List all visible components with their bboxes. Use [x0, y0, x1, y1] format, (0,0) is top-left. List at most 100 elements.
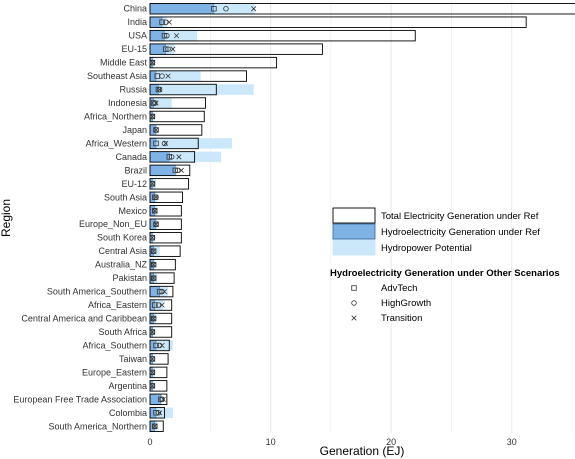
highgrowth-marker [159, 73, 165, 79]
transition-marker [151, 248, 157, 254]
transition-marker [153, 100, 159, 106]
highgrowth-marker [162, 19, 169, 25]
total-bar [149, 151, 196, 163]
x-tick-labels: 0 10 20 30 [147, 437, 516, 447]
potential-bar [150, 138, 232, 149]
y-tick-label: Europe_Non_EU [79, 219, 147, 229]
y-tick-label: Japan [122, 125, 147, 135]
total-bar [149, 420, 164, 432]
advtech-marker [153, 342, 159, 349]
highgrowth-marker [150, 248, 157, 254]
y-tick-labels: China India USA EU-15 Middle East Southeast A… [13, 4, 147, 432]
total-bar [149, 3, 575, 15]
highgrowth-marker [153, 194, 159, 200]
y-tick-label: South Africa [98, 327, 147, 337]
total-bar [149, 339, 170, 352]
advtech-marker [162, 46, 169, 52]
scenario-markers [149, 6, 257, 429]
legend-key-highgrowth [351, 300, 357, 306]
legend-other-scenarios-title: Hydroelectricity Generation under Other … [330, 268, 560, 279]
transition-marker [152, 423, 158, 429]
highgrowth-marker [150, 261, 157, 268]
transition-marker [153, 221, 159, 227]
potential-bar [150, 299, 164, 311]
legend-key-transition [351, 315, 357, 321]
y-tick-label: Pakistan [112, 273, 147, 283]
total-bar [149, 70, 247, 82]
advtech-marker [172, 167, 179, 174]
total-bar [149, 164, 191, 177]
transition-marker [149, 356, 155, 362]
y-tick-label: EU-15 [121, 44, 147, 54]
highgrowth-marker [152, 208, 158, 214]
transition-marker [151, 275, 157, 281]
highgrowth-marker [149, 369, 156, 376]
transition-marker [176, 154, 182, 160]
transition-marker [166, 19, 172, 25]
transition-marker [161, 288, 168, 295]
legend-label: Total Electricity Generation under Ref [381, 211, 539, 222]
y-tick-label: Brazil [124, 165, 147, 175]
hydro-bar [149, 407, 157, 419]
advtech-marker [161, 32, 168, 39]
total-bar [149, 191, 184, 203]
legend-key-potential [332, 239, 376, 256]
legend-label: Hydropower Potential [381, 243, 472, 254]
hydro-bar [149, 218, 157, 230]
transition-marker [149, 329, 155, 335]
transition-marker [173, 33, 180, 39]
total-bar [149, 110, 205, 123]
total-bar [149, 29, 416, 42]
highgrowth-marker [149, 113, 156, 120]
y-tick-label: Central America and Caribbean [21, 314, 147, 324]
x-tick-label: 0 [147, 437, 152, 447]
y-tick-label: South America_Northern [48, 421, 147, 431]
highgrowth-marker [169, 154, 175, 160]
y-tick-label: Africa_Northern [84, 111, 147, 121]
y-tick-label: Europe_Eastern [82, 367, 147, 377]
transition-marker [165, 73, 171, 79]
advtech-marker [153, 410, 159, 416]
potential-bar [150, 178, 157, 190]
transition-marker [149, 235, 155, 241]
legend-key-advtech [351, 285, 357, 291]
hydro-bar [149, 393, 162, 405]
transition-marker [159, 302, 165, 308]
transition-marker [170, 46, 176, 52]
total-bar [149, 16, 527, 28]
highgrowth-marker [152, 100, 158, 106]
transition-marker [152, 208, 158, 214]
advtech-marker [153, 140, 159, 147]
highgrowth-marker [153, 127, 159, 133]
y-tick-label: Africa_Eastern [88, 300, 147, 310]
y-tick-label: Australia_NZ [95, 260, 148, 270]
y-tick-label: India [127, 17, 147, 27]
y-tick-label: Mexico [118, 206, 147, 216]
transition-marker [178, 167, 184, 173]
y-tick-label: European Free Trade Association [13, 394, 147, 404]
transition-marker [149, 113, 155, 120]
y-tick-label: Middle East [100, 58, 148, 68]
y-tick-label: Argentina [108, 381, 147, 391]
highgrowth-marker [149, 383, 156, 389]
total-bar [149, 285, 174, 298]
highgrowth-marker [223, 6, 229, 12]
total-bar [149, 312, 173, 325]
total-bar [149, 407, 165, 419]
y-axis-title: Region [0, 199, 13, 237]
legend-label: Transition [381, 313, 422, 324]
y-tick-label: Africa_Western [86, 138, 147, 148]
total-bar [149, 393, 168, 406]
hydro-bar [149, 3, 215, 15]
legend-key-total [332, 207, 376, 224]
advtech-marker [211, 6, 217, 12]
advtech-marker [159, 19, 165, 25]
highgrowth-marker [155, 410, 162, 416]
potential-bar [150, 407, 173, 419]
total-bar [149, 272, 175, 284]
transition-marker [149, 369, 155, 375]
total-bar [149, 56, 278, 69]
total-bar [149, 124, 203, 136]
total-bar [149, 245, 181, 257]
